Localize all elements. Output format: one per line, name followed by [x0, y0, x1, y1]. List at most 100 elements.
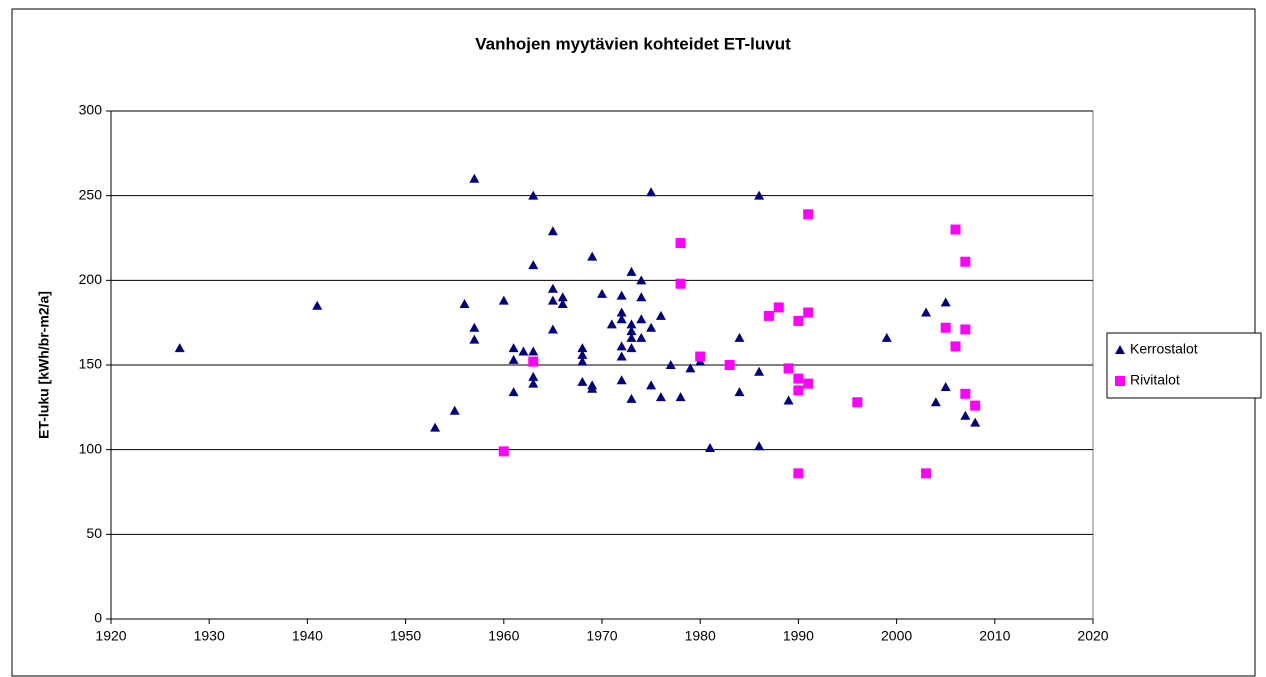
point — [459, 299, 470, 309]
point — [508, 343, 519, 353]
point — [803, 209, 814, 220]
chart-title: Vanhojen myytävien kohteidet ET-luvut — [475, 34, 791, 53]
point — [636, 292, 647, 302]
point — [734, 332, 745, 342]
point — [557, 299, 568, 309]
point — [960, 388, 971, 399]
point — [940, 322, 951, 333]
point — [626, 319, 637, 329]
point — [921, 468, 932, 479]
point — [518, 346, 529, 356]
point — [577, 343, 588, 353]
point — [734, 387, 745, 397]
point — [881, 332, 892, 342]
point — [616, 375, 627, 385]
point — [793, 373, 804, 384]
point — [597, 288, 607, 298]
point — [665, 360, 676, 369]
y-tick-label: 100 — [79, 440, 103, 456]
point — [626, 332, 637, 342]
x-tick-label: 2020 — [1077, 628, 1108, 644]
point — [616, 307, 627, 317]
point — [587, 383, 598, 393]
point — [577, 349, 588, 359]
point — [773, 302, 784, 313]
point — [528, 260, 539, 270]
x-tick-label: 1990 — [783, 628, 814, 644]
point — [547, 226, 558, 236]
legend-marker — [1115, 376, 1125, 386]
point — [724, 360, 735, 370]
point — [626, 326, 637, 336]
point — [528, 378, 539, 388]
point — [616, 314, 627, 324]
point — [960, 256, 971, 267]
point — [655, 310, 666, 320]
point — [528, 356, 539, 367]
legend-label: Rivitalot — [1130, 372, 1180, 388]
point — [940, 297, 951, 307]
point — [646, 380, 657, 390]
x-tick-label: 2000 — [881, 628, 912, 644]
point — [793, 385, 804, 396]
point — [783, 363, 794, 374]
point — [606, 319, 617, 329]
point — [921, 307, 932, 317]
point — [960, 410, 971, 420]
y-tick-label: 200 — [79, 271, 103, 287]
point — [793, 468, 804, 479]
point — [587, 251, 598, 261]
point — [803, 378, 814, 389]
point — [508, 354, 519, 364]
x-tick-label: 1970 — [586, 628, 617, 644]
x-tick-label: 1960 — [488, 628, 519, 644]
point — [852, 397, 863, 408]
point — [636, 314, 647, 324]
point — [528, 371, 539, 381]
point — [930, 397, 941, 407]
point — [675, 238, 686, 249]
point — [685, 363, 696, 373]
point — [636, 332, 647, 342]
point — [705, 442, 716, 452]
point — [754, 366, 765, 376]
point — [498, 295, 509, 305]
point — [950, 341, 961, 352]
legend-marker — [1115, 345, 1125, 354]
point — [469, 322, 480, 332]
point — [312, 300, 323, 310]
x-tick-label: 1930 — [194, 628, 225, 644]
point — [174, 343, 185, 353]
point — [449, 405, 460, 415]
point — [616, 290, 627, 300]
point — [970, 417, 981, 427]
x-tick-label: 1940 — [292, 628, 323, 644]
x-tick-label: 1980 — [685, 628, 716, 644]
point — [528, 190, 539, 200]
y-tick-label: 150 — [79, 356, 103, 372]
point — [626, 343, 637, 353]
point — [547, 295, 558, 305]
point — [675, 392, 686, 402]
point — [675, 278, 686, 289]
y-tick-label: 0 — [94, 610, 102, 626]
legend-box — [1106, 332, 1262, 399]
point — [695, 351, 706, 362]
point — [950, 224, 961, 235]
point — [577, 376, 588, 386]
point — [469, 173, 480, 183]
point — [547, 324, 558, 334]
point — [616, 351, 627, 361]
point — [547, 283, 558, 293]
y-tick-label: 50 — [86, 525, 102, 541]
point — [803, 307, 814, 318]
point — [655, 392, 666, 402]
point — [626, 393, 637, 403]
x-tick-label: 2010 — [979, 628, 1010, 644]
point — [763, 310, 774, 321]
point — [616, 341, 627, 351]
point — [577, 356, 588, 366]
x-tick-label: 1920 — [95, 628, 126, 644]
y-axis-title: ET-luku [kWh/br-m2/a] — [36, 291, 52, 439]
